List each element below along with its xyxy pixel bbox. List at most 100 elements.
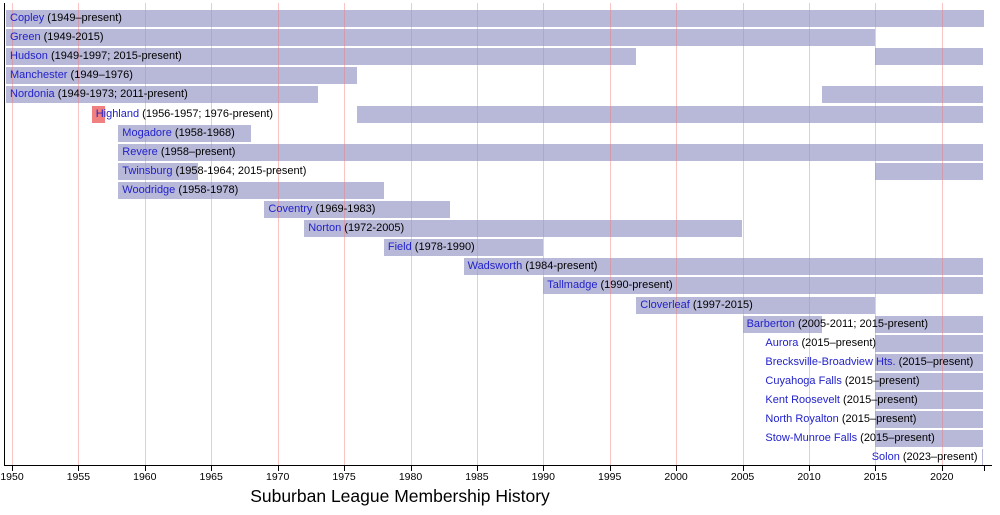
membership-bar (118, 143, 984, 161)
team-link[interactable]: Tallmadge (547, 279, 598, 292)
row-label: Stow-Munroe Falls (2015–present) (765, 432, 934, 445)
row-label: Manchester (1949–1976) (10, 69, 133, 82)
team-link[interactable]: Barberton (746, 317, 795, 330)
axis-tick-label: 1965 (199, 471, 223, 483)
row-label: Cloverleaf (1997-2015) (640, 299, 753, 312)
team-link[interactable]: Aurora (765, 336, 799, 349)
team-years: (1949-1973; 2011-present) (54, 88, 188, 101)
team-years: (2015–present) (895, 355, 974, 368)
team-link[interactable]: Nordonia (10, 88, 55, 101)
membership-bar (6, 29, 876, 47)
axis-tick-label: 2010 (797, 471, 821, 483)
gridline-1965 (211, 3, 213, 466)
membership-bar (636, 296, 876, 314)
team-link[interactable]: North Royalton (765, 413, 839, 426)
team-years: (2023–present) (899, 451, 978, 464)
row-label: Kent Roosevelt (2015–present) (765, 394, 917, 407)
membership-bar (875, 392, 984, 409)
team-link[interactable]: Hudson (10, 50, 48, 63)
gridline-1960 (144, 3, 146, 466)
x-axis-line (4, 465, 992, 466)
axis-tick-label: 1985 (465, 471, 489, 483)
axis-tick-1970 (277, 466, 279, 471)
row-label: Aurora (2015–present) (765, 337, 876, 350)
team-years: (1949-2015) (40, 31, 104, 44)
team-link[interactable]: Stow-Munroe Falls (765, 432, 858, 445)
membership-bar (875, 430, 984, 448)
gridline-1975 (344, 3, 346, 466)
axis-tick-2020 (941, 466, 943, 471)
gridline-1970 (277, 3, 279, 466)
axis-tick-label: 1990 (531, 471, 555, 483)
team-years: (1956-1957; 1976-present) (139, 107, 274, 120)
team-years: (1978-1990) (411, 241, 475, 254)
team-link[interactable]: Copley (10, 12, 45, 24)
row-label: Hudson (1949-1997; 2015-present) (10, 50, 182, 63)
team-link[interactable]: Revere (122, 145, 158, 158)
row-label: Revere (1958–present) (122, 146, 235, 159)
axis-tick-label: 1960 (133, 471, 157, 483)
axis-tick-label: 2020 (930, 471, 954, 483)
axis-tick-1990 (543, 466, 545, 471)
team-link[interactable]: Twinsburg (122, 164, 173, 177)
axis-tick-label: 1975 (332, 471, 356, 483)
gridline-1980 (410, 3, 412, 466)
axis-tick-label: 1950 (0, 471, 24, 483)
gridline-1950 (12, 3, 13, 466)
team-link[interactable]: Woodridge (122, 183, 176, 196)
team-link[interactable]: Manchester (10, 69, 68, 82)
membership-bar (91, 105, 105, 123)
axis-tick-label: 1970 (266, 471, 290, 483)
gridline-2015 (875, 3, 877, 466)
axis-tick-label: 1995 (598, 471, 622, 483)
team-link[interactable]: Cloverleaf (640, 298, 690, 311)
row-label: Coventry (1969-1983) (268, 203, 375, 216)
membership-bar (264, 201, 451, 218)
gridline-2005 (742, 3, 744, 466)
team-link[interactable]: Brecksville-Broadview Hts. (765, 355, 896, 368)
team-years: (1958–present) (157, 145, 236, 158)
membership-bar (875, 162, 984, 180)
membership-bar (6, 48, 637, 66)
row-label: Wadsworth (1984-present) (468, 260, 598, 273)
team-years: (2015–present) (841, 374, 920, 387)
axis-tick-2015 (875, 466, 877, 471)
gridline-2000 (676, 3, 678, 466)
team-years: (2005-2011; 2015-present) (794, 317, 929, 330)
axis-tick-1960 (144, 466, 146, 471)
axis-tick-label: 1980 (398, 471, 423, 483)
team-link[interactable]: Solon (871, 451, 900, 464)
team-link[interactable]: Kent Roosevelt (765, 394, 840, 406)
membership-bar (6, 86, 318, 104)
gridline-1995 (609, 3, 611, 466)
row-label: Twinsburg (1958-1964; 2015-present) (122, 165, 306, 178)
membership-bar (981, 449, 984, 467)
axis-tick-2010 (809, 466, 810, 471)
team-link[interactable]: Coventry (268, 203, 313, 215)
membership-bar (304, 220, 743, 238)
team-years: (1958-1978) (175, 183, 239, 196)
membership-bar (875, 372, 984, 390)
team-years: (1958-1964; 2015-present) (172, 164, 307, 177)
team-link[interactable]: Green (10, 31, 41, 44)
team-link[interactable]: Wadsworth (467, 260, 523, 273)
team-link[interactable]: Highland (95, 107, 140, 120)
axis-tick-label: 2015 (863, 471, 888, 483)
axis-tick-1955 (78, 466, 80, 471)
team-link[interactable]: Norton (308, 222, 342, 235)
row-label: North Royalton (2015–present) (765, 413, 916, 426)
axis-tick-2000 (676, 466, 678, 471)
team-link[interactable]: Field (387, 241, 412, 254)
team-link[interactable]: Mogadore (122, 126, 172, 139)
membership-bar (357, 105, 984, 123)
gridline-1985 (476, 3, 478, 466)
row-label: Cuyahoga Falls (2015–present) (765, 375, 919, 388)
team-years: (1984-present) (522, 260, 598, 273)
team-link[interactable]: Cuyahoga Falls (765, 374, 842, 387)
team-years: (1969-1983) (312, 203, 376, 215)
team-years: (2015–present) (798, 336, 877, 349)
axis-tick-1995 (609, 466, 611, 471)
row-label: Tallmadge (1990-present) (547, 279, 672, 292)
membership-bar (118, 162, 198, 180)
